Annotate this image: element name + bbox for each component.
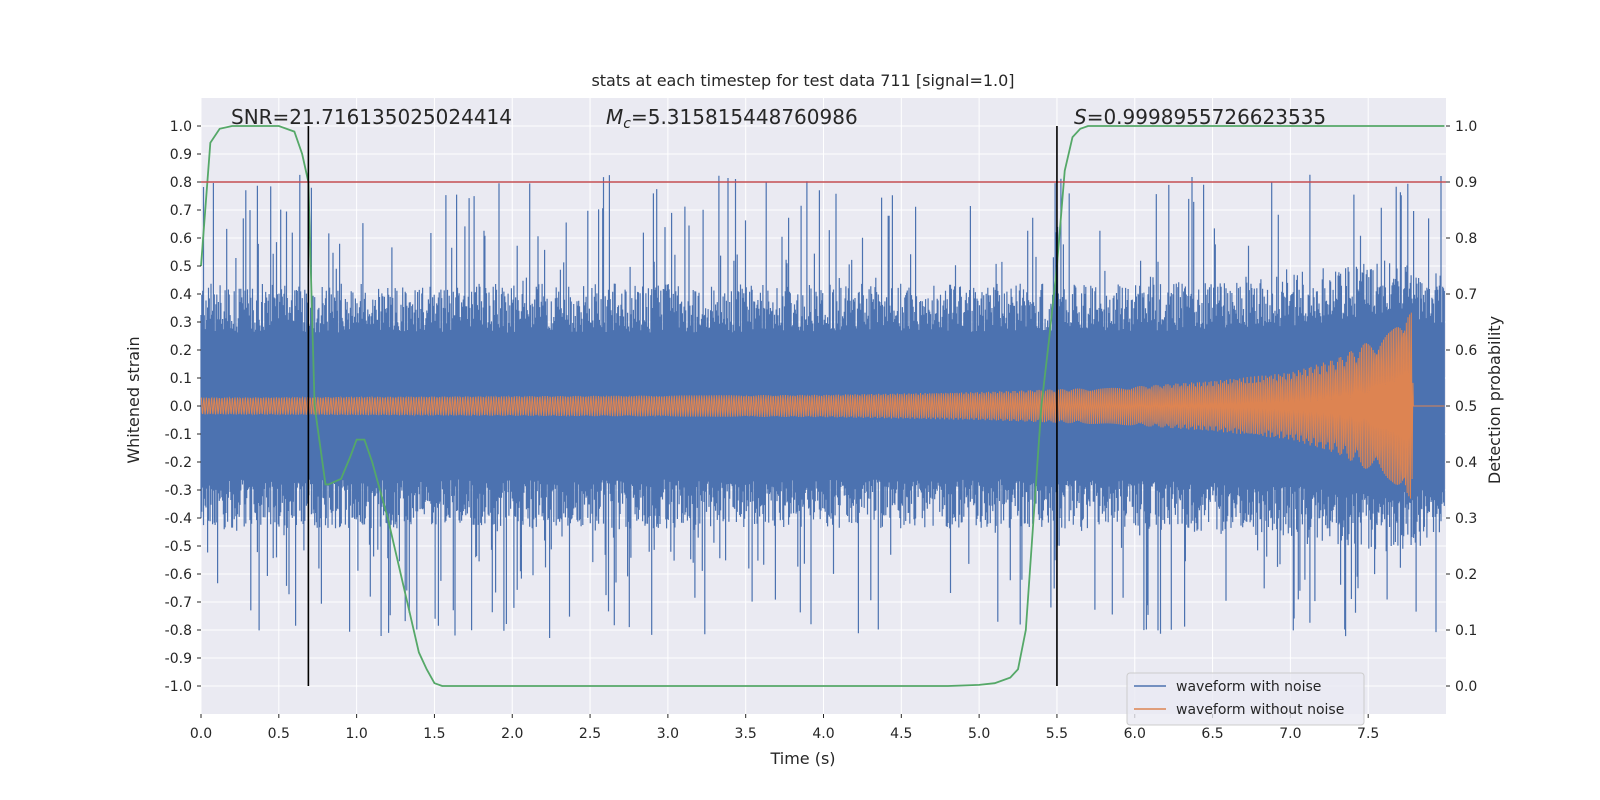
- x-tick-label: 6.5: [1201, 726, 1223, 742]
- x-tick-label: 4.0: [812, 726, 834, 742]
- y-tick-label: 0.3: [170, 315, 192, 331]
- x-tick-label: 5.0: [968, 726, 990, 742]
- y2-axis-label: Detection probability: [1485, 316, 1504, 484]
- y2-tick-label: 0.6: [1455, 343, 1477, 359]
- chirp-mass-subscript: c: [623, 116, 631, 132]
- snr-annotation: SNR=21.716135025024414: [231, 105, 512, 129]
- y-tick-label: 0.2: [170, 343, 192, 359]
- y-tick-label: -0.6: [165, 567, 192, 583]
- x-tick-label: 2.0: [501, 726, 523, 742]
- y-ticks-right: 1.0 0.9 0.8 0.7 0.6 0.5 0.4 0.3 0.2 0.1 0.0: [1446, 119, 1477, 695]
- y-tick-label: -0.1: [165, 427, 192, 443]
- y-tick-label: 0.5: [170, 259, 192, 275]
- y-tick-label: 0.7: [170, 203, 192, 219]
- y-tick-label: -0.3: [165, 483, 192, 499]
- x-tick-label: 1.5: [423, 726, 445, 742]
- y2-tick-label: 0.1: [1455, 623, 1477, 639]
- score-value: =0.9998955726623535: [1087, 105, 1326, 129]
- x-tick-label: 7.5: [1357, 726, 1379, 742]
- y-tick-label: -1.0: [165, 679, 192, 695]
- y2-tick-label: 0.0: [1455, 679, 1477, 695]
- y-tick-label: 0.1: [170, 371, 192, 387]
- x-tick-label: 1.0: [345, 726, 367, 742]
- x-tick-label: 6.0: [1124, 726, 1146, 742]
- x-tick-label: 3.0: [657, 726, 679, 742]
- chirp-mass-symbol: M: [606, 105, 623, 129]
- y2-tick-label: 0.5: [1455, 399, 1477, 415]
- y2-tick-label: 1.0: [1455, 119, 1477, 135]
- legend-label-noisy: waveform with noise: [1176, 679, 1321, 695]
- y-tick-label: -0.7: [165, 595, 192, 611]
- y-tick-label: 0.6: [170, 231, 192, 247]
- y2-tick-label: 0.9: [1455, 175, 1477, 191]
- y2-tick-label: 0.7: [1455, 287, 1477, 303]
- score-annotation: S=0.9998955726623535: [1074, 105, 1326, 129]
- legend-box: [1126, 672, 1365, 726]
- y-ticks-left: 1.0 0.9 0.8 0.7 0.6 0.5 0.4 0.3 0.2 0.1 0.0 -0.1 -0.…: [165, 119, 201, 695]
- y-tick-label: 0.0: [170, 399, 192, 415]
- score-symbol: S: [1074, 105, 1087, 129]
- series-detection-probability: [200, 125, 1445, 687]
- y-tick-label: 0.4: [170, 287, 192, 303]
- y2-tick-label: 0.3: [1455, 511, 1477, 527]
- legend: waveform with noise waveform without noi…: [1126, 672, 1365, 726]
- y-tick-label: -0.2: [165, 455, 192, 471]
- y-tick-label: -0.8: [165, 623, 192, 639]
- chirp-mass-value: =5.315815448760986: [631, 105, 858, 129]
- x-tick-label: 3.5: [735, 726, 757, 742]
- x-tick-label: 0.5: [268, 726, 290, 742]
- y2-tick-label: 0.2: [1455, 567, 1477, 583]
- x-tick-label: 2.5: [579, 726, 601, 742]
- y-tick-label: -0.4: [165, 511, 192, 527]
- y-axis-label: Whitened strain: [124, 336, 143, 463]
- y-tick-label: 0.9: [170, 147, 192, 163]
- markers: [201, 126, 1446, 686]
- y-tick-label: 0.8: [170, 175, 192, 191]
- x-axis-label: Time (s): [769, 749, 835, 768]
- y-tick-label: 1.0: [170, 119, 192, 135]
- detection-probability-line: [200, 125, 1445, 687]
- x-tick-label: 5.5: [1046, 726, 1068, 742]
- x-tick-label: 0.0: [190, 726, 212, 742]
- y-tick-label: -0.9: [165, 651, 192, 667]
- legend-label-clean: waveform without noise: [1176, 702, 1344, 718]
- chart-title: stats at each timestep for test data 711…: [591, 71, 1014, 90]
- x-tick-label: 4.5: [890, 726, 912, 742]
- y-tick-label: -0.5: [165, 539, 192, 555]
- chirp-mass-annotation: Mc=5.315815448760986: [606, 105, 858, 132]
- y2-tick-label: 0.4: [1455, 455, 1477, 471]
- clean-waveform-line: [200, 312, 1445, 499]
- x-ticks: 0.0 0.5 1.0 1.5 2.0 2.5 3.0 3.5 4.0 4.5 5.0 5.5 6.0 6…: [190, 714, 1379, 742]
- x-tick-label: 7.0: [1279, 726, 1301, 742]
- series-waveform-without-noise: [200, 312, 1445, 499]
- y2-tick-label: 0.8: [1455, 231, 1477, 247]
